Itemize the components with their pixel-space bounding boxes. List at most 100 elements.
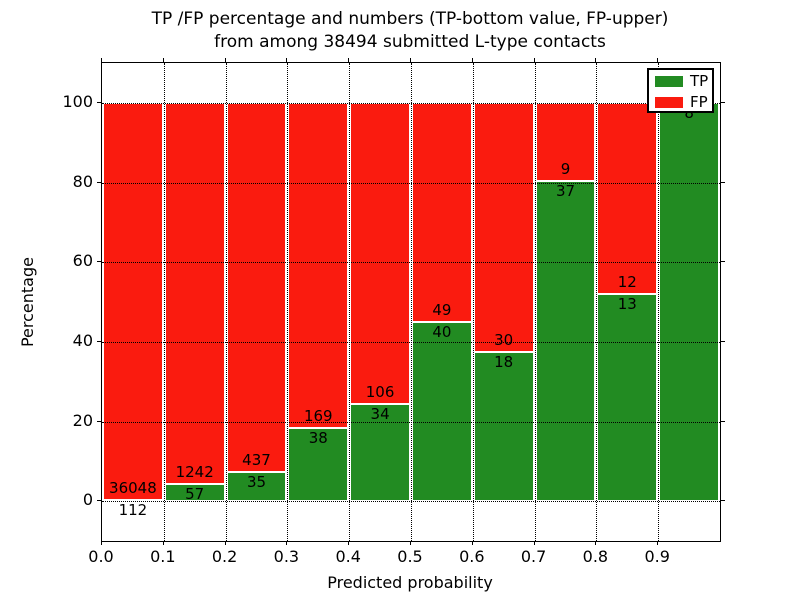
- gridline-x-0.9: [658, 63, 660, 541]
- x-tick-label-0.8: 0.8: [582, 547, 609, 566]
- fp-count-label-0.6-0.7: 30: [494, 330, 514, 349]
- gridline-x-0.6: [472, 63, 474, 541]
- tp-count-label-0.4-0.5: 34: [370, 405, 390, 424]
- gridline-x-0.2: [225, 63, 227, 541]
- x-tick-top-0.6: [471, 58, 473, 62]
- x-tick-bottom-0.8: [595, 541, 597, 545]
- y-tick-right-20: [721, 420, 725, 422]
- bar-segment-fp-0.1-0.2: [164, 102, 225, 484]
- tp-count-label-0.6-0.7: 18: [494, 352, 514, 371]
- gridline-x-0.7: [534, 63, 536, 541]
- x-tick-label-0.6: 0.6: [459, 547, 485, 566]
- y-tick-left-100: [97, 101, 101, 103]
- bar-segment-fp-0.0-0.1: [103, 102, 163, 500]
- fp-legend-swatch: [655, 97, 683, 108]
- legend-row-fp: FP: [655, 93, 712, 112]
- bar-segment-tp-0.8-0.9: [597, 294, 658, 502]
- gridline-x-0.1: [163, 63, 165, 541]
- y-tick-left-60: [97, 261, 101, 263]
- x-tick-top-0.4: [348, 58, 350, 62]
- legend: TP FP: [647, 68, 714, 113]
- x-tick-top-0.7: [533, 58, 535, 62]
- gridline-y-20: [102, 421, 720, 423]
- fp-count-label-0.0-0.1: 36048: [109, 478, 157, 497]
- x-tick-bottom-0.7: [533, 541, 535, 545]
- x-tick-top-0.3: [286, 58, 288, 62]
- x-tick-label-0.1: 0.1: [150, 547, 176, 566]
- bar-segment-tp-0.7-0.8: [535, 180, 596, 502]
- bar-segment-tp-0.1-0.2: [164, 483, 225, 502]
- legend-row-tp: TP: [655, 72, 712, 91]
- y-tick-right-0: [721, 500, 725, 502]
- fp-count-label-0.2-0.3: 437: [242, 450, 271, 469]
- x-tick-label-0.2: 0.2: [211, 547, 238, 566]
- tp-count-label-0.8-0.9: 13: [617, 295, 637, 314]
- x-tick-bottom-0.3: [286, 541, 288, 545]
- fp-count-label-0.5-0.6: 49: [432, 301, 452, 320]
- y-tick-right-60: [721, 261, 725, 263]
- y-tick-label-0: 0: [82, 490, 93, 510]
- gridline-y-80: [102, 182, 720, 184]
- y-axis-label: Percentage: [18, 257, 37, 348]
- bar-segment-tp-0.5-0.6: [412, 322, 472, 502]
- y-tick-right-40: [721, 340, 725, 342]
- y-tick-left-0: [97, 500, 101, 502]
- gridline-x-0.4: [349, 63, 351, 541]
- fp-legend-label: FP: [690, 93, 708, 111]
- fp-count-label-0.4-0.5: 106: [365, 383, 395, 402]
- y-tick-right-80: [721, 181, 725, 183]
- bar-segment-fp-0.6-0.7: [473, 102, 534, 352]
- fp-count-label-0.8-0.9: 12: [617, 273, 637, 292]
- x-tick-bottom-0.2: [224, 541, 226, 545]
- x-tick-bottom-0.6: [471, 541, 473, 545]
- fp-count-label-0.3-0.4: 169: [303, 407, 333, 426]
- chart-title: TP /FP percentage and numbers (TP-bottom…: [101, 8, 719, 54]
- chart-title-line1: TP /FP percentage and numbers (TP-bottom…: [151, 9, 669, 29]
- gridline-x-0.8: [596, 63, 598, 541]
- bar-segment-tp-0.3-0.4: [288, 428, 349, 502]
- tp-count-label-0.1-0.2: 57: [185, 484, 205, 503]
- y-tick-left-20: [97, 420, 101, 422]
- x-tick-top-0.9: [657, 58, 659, 62]
- bar-segment-fp-0.8-0.9: [597, 102, 658, 295]
- tp-legend-swatch: [655, 76, 683, 87]
- tp-count-label-0.3-0.4: 38: [308, 429, 328, 448]
- gridline-y-40: [102, 341, 720, 343]
- tp-count-label-0.2-0.3: 35: [246, 472, 267, 491]
- bar-segment-fp-0.2-0.3: [226, 102, 287, 472]
- bar-segment-tp-0.6-0.7: [473, 351, 534, 502]
- gridline-y-0: [102, 501, 720, 503]
- x-tick-label-0.9: 0.9: [644, 547, 670, 566]
- y-tick-label-80: 80: [72, 171, 93, 191]
- tp-count-label-0.5-0.6: 40: [432, 323, 452, 342]
- y-tick-right-100: [721, 101, 725, 103]
- bar-segment-tp-0.2-0.3: [226, 471, 287, 502]
- x-tick-label-0.0: 0.0: [88, 547, 114, 566]
- y-tick-label-100: 100: [62, 91, 93, 111]
- y-tick-left-80: [97, 181, 101, 183]
- x-tick-label-0.7: 0.7: [520, 547, 547, 566]
- bar-segment-fp-0.5-0.6: [412, 102, 472, 323]
- x-tick-top-0.5: [410, 58, 411, 62]
- gridline-y-100: [102, 102, 720, 104]
- bar-segment-fp-0.3-0.4: [288, 102, 349, 429]
- x-tick-bottom-0.5: [410, 541, 411, 545]
- fp-count-label-0.1-0.2: 1242: [175, 462, 214, 481]
- x-axis-label: Predicted probability: [327, 573, 493, 592]
- x-tick-bottom-0.0: [101, 541, 102, 545]
- gridline-y-60: [102, 262, 720, 264]
- y-tick-left-40: [97, 340, 101, 342]
- fp-count-label-0.7-0.8: 9: [560, 159, 571, 178]
- x-tick-label-0.3: 0.3: [273, 547, 300, 566]
- x-tick-top-0.0: [101, 58, 102, 62]
- y-tick-label-60: 60: [72, 251, 93, 271]
- x-tick-bottom-0.9: [657, 541, 659, 545]
- x-tick-bottom-0.1: [162, 541, 164, 545]
- gridline-x-0.3: [287, 63, 289, 541]
- tp-count-label-0.7-0.8: 37: [555, 181, 576, 200]
- x-tick-bottom-0.4: [348, 541, 350, 545]
- y-tick-label-40: 40: [72, 330, 93, 350]
- y-tick-label-20: 20: [72, 410, 93, 430]
- x-tick-label-0.5: 0.5: [397, 547, 423, 566]
